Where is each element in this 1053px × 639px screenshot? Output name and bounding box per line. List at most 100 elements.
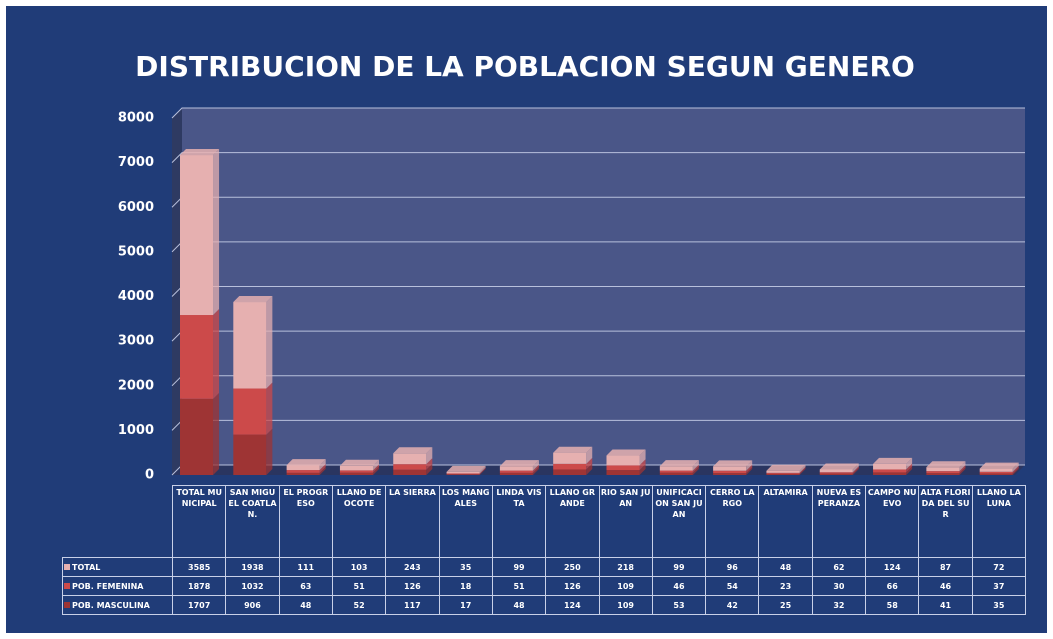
table-value: 3585 xyxy=(171,557,227,577)
bar-segment xyxy=(553,463,587,470)
bar-segment xyxy=(979,468,1013,472)
bar-segment xyxy=(713,466,747,471)
bar-side xyxy=(266,428,273,475)
bar-top xyxy=(233,296,273,303)
table-value: 1878 xyxy=(171,576,227,596)
table-value: 250 xyxy=(545,557,600,577)
bar-side xyxy=(479,465,486,474)
series-row: POB. MASCULINA 1707 906 48 52 117 17 48 124 109 53… xyxy=(62,595,1027,615)
y-tick-label: 3000 xyxy=(118,334,154,349)
bar-segment xyxy=(393,469,427,475)
bar-side xyxy=(959,465,966,474)
bar-side xyxy=(746,460,753,471)
bar-segment xyxy=(873,469,907,473)
bar-side xyxy=(479,467,486,475)
table-value: 17 xyxy=(438,595,493,615)
bar-segment xyxy=(606,465,640,471)
bar-side xyxy=(746,467,753,475)
bar-side xyxy=(799,466,806,474)
category-label: LLANO LA LUNA xyxy=(971,485,1027,558)
category-label: TOTAL MUNICIPAL xyxy=(171,485,227,558)
table-value: 1707 xyxy=(171,595,227,615)
bar-segment xyxy=(819,469,853,473)
bar-side xyxy=(213,309,220,399)
bar-segment xyxy=(233,302,267,389)
bar-segment xyxy=(819,472,853,474)
bar-top xyxy=(179,149,220,156)
bar-side xyxy=(852,466,859,474)
bar-side xyxy=(586,463,593,475)
legend-label: POB. FEMENINA xyxy=(72,581,144,591)
legend-swatch xyxy=(64,601,70,608)
category-label: UNIFICACION SAN JUAN xyxy=(651,485,707,558)
bar-side xyxy=(426,447,433,465)
table-value: 96 xyxy=(705,557,760,577)
category-label: CAMPO NUEVO xyxy=(865,485,920,558)
category-label: LINDA VISTA xyxy=(491,485,547,558)
table-value: 52 xyxy=(331,595,387,615)
floor xyxy=(172,465,1025,475)
header-row: TOTAL MUNICIPAL SAN MIGUEL COATLAN. EL PRO… xyxy=(63,485,1027,558)
bar-segment xyxy=(926,467,960,472)
bar-top xyxy=(926,461,966,468)
y-tick-label: 0 xyxy=(145,468,154,483)
bar-side xyxy=(799,467,806,475)
bar-side xyxy=(372,459,379,471)
table-value: 87 xyxy=(918,557,973,577)
legend-swatch xyxy=(64,563,70,570)
bar-side xyxy=(213,392,220,475)
table-value: 48 xyxy=(758,557,813,577)
bar-segment xyxy=(233,434,267,475)
table-value: 124 xyxy=(545,595,600,615)
bar-side xyxy=(692,464,699,473)
table-value: 126 xyxy=(385,576,440,596)
bar-side xyxy=(799,464,806,473)
table-value: 53 xyxy=(651,595,707,615)
bar-side xyxy=(426,463,433,475)
bar-side xyxy=(959,467,966,475)
y-tick-label: 8000 xyxy=(118,111,154,126)
bar-side xyxy=(692,460,699,471)
table-value: 23 xyxy=(758,576,813,596)
category-label: LLANO GRANDE xyxy=(545,485,600,558)
bar-segment xyxy=(979,473,1013,475)
table-value: 54 xyxy=(705,576,760,596)
y-tick-label: 1000 xyxy=(118,423,154,438)
bar-side xyxy=(906,463,913,473)
bar-segment xyxy=(286,472,320,475)
table-value: 42 xyxy=(705,595,760,615)
bar-side xyxy=(1012,465,1019,474)
bar-segment xyxy=(659,466,693,471)
bar-side xyxy=(746,464,753,474)
bar-side xyxy=(906,457,913,470)
category-label: RIO SAN JUAN xyxy=(598,485,653,558)
bar-side xyxy=(586,457,593,470)
bar-top xyxy=(446,465,486,472)
bar-segment xyxy=(553,469,587,475)
bar-side xyxy=(319,466,326,475)
y-tick-label: 2000 xyxy=(118,378,154,393)
bar-segment xyxy=(393,464,427,470)
bar-top xyxy=(713,460,753,467)
table-value: 109 xyxy=(598,595,653,615)
bar-segment xyxy=(286,470,320,473)
grid-line xyxy=(171,152,1025,163)
bar-side xyxy=(532,460,539,471)
data-table: TOTAL MUNICIPAL SAN MIGUEL COATLAN. EL PRO… xyxy=(62,485,1027,615)
bar-side xyxy=(266,296,273,389)
corner xyxy=(63,486,173,558)
bar-side xyxy=(266,382,273,435)
bar-side xyxy=(532,464,539,473)
bar-side xyxy=(586,446,593,464)
bar-segment xyxy=(659,470,693,473)
table-value: 48 xyxy=(278,595,333,615)
table-value: 111 xyxy=(278,557,333,577)
bar-segment xyxy=(286,465,320,471)
bar-segment xyxy=(606,470,640,475)
bar-segment xyxy=(179,155,214,316)
category-label: LA SIERRA xyxy=(385,485,440,558)
chart-title: DISTRIBUCION DE LA POBLACION SEGUN GENER… xyxy=(135,50,915,83)
bar-segment xyxy=(179,315,214,399)
table-value: 63 xyxy=(278,576,333,596)
